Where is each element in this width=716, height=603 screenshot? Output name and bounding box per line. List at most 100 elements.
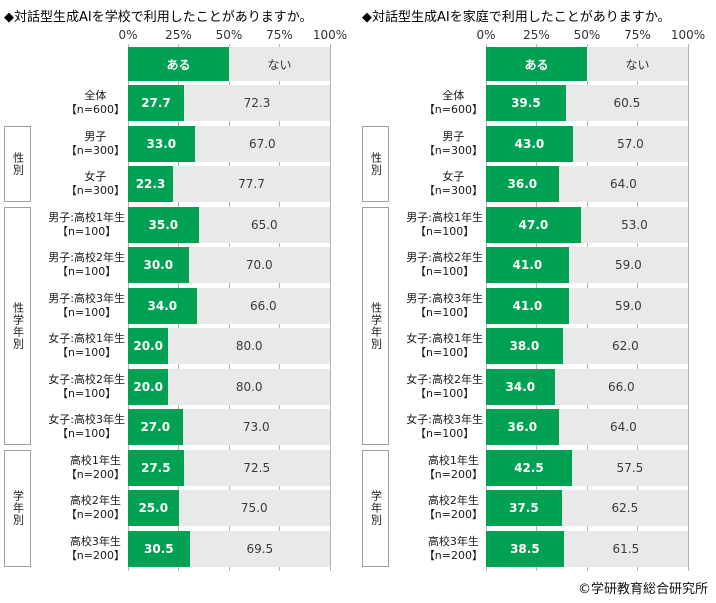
legend-bar: ある ない [128, 47, 330, 81]
bar-row: 42.5 57.5 [486, 449, 688, 486]
bar-row: 43.0 57.0 [486, 125, 688, 162]
bar-row: 36.0 64.0 [486, 166, 688, 202]
bar-segment-no: 65.0 [198, 206, 330, 243]
axis-tick-label: 100% [670, 28, 706, 42]
row-label-text: 男子 【n=300】 [65, 129, 125, 157]
bar-segment-no: 53.0 [580, 206, 688, 243]
bar-segment-no: 61.5 [563, 530, 688, 567]
row-label-text: 女子 【n=300】 [423, 170, 483, 197]
bar-row: 27.0 73.0 [128, 409, 330, 445]
bar-segment-no: 57.0 [572, 125, 688, 162]
row-label-text: 男子:高校1年生 【n=100】 [48, 210, 125, 238]
group-box-性別: 性別 [362, 125, 389, 202]
axis-tick-label: 75% [624, 28, 651, 42]
bar-segment-yes: 30.5 [128, 530, 190, 567]
group-label: 性学年別 [369, 301, 383, 350]
bar-row: 36.0 64.0 [486, 409, 688, 445]
gridline [687, 44, 689, 571]
axis-tick-label: 50% [215, 28, 243, 42]
group-label: 学年別 [11, 490, 25, 526]
bar-segment-yes: 25.0 [128, 490, 179, 526]
row-label-text: 高校2年生 【n=200】 [423, 494, 483, 521]
bar-segment-no: 77.7 [173, 166, 330, 202]
bar-row: 30.0 70.0 [128, 247, 330, 283]
bar-row: 37.5 62.5 [486, 490, 688, 526]
bar-segment-yes: 34.0 [128, 287, 197, 324]
bar-segment-yes: 38.5 [486, 530, 564, 567]
gridline [329, 44, 331, 571]
legend-item-yes: ある [128, 47, 229, 81]
group-label: 性別 [369, 151, 383, 176]
row-label-text: 女子:高校3年生 【n=100】 [48, 413, 125, 440]
bar-segment-yes: 41.0 [486, 247, 569, 283]
row-label: 全体 【n=600】 [66, 85, 125, 121]
row-label: 男子:高校2年生 【n=100】 [48, 247, 125, 283]
axis-tick-label: 50% [573, 28, 601, 42]
bar-segment-yes: 20.0 [128, 368, 169, 405]
bar-segment-no: 72.3 [183, 85, 330, 121]
row-label-text: 高校3年生 【n=200】 [423, 534, 483, 562]
row-label: 高校2年生 【n=200】 [66, 490, 125, 526]
bar-row: 35.0 65.0 [128, 206, 330, 243]
row-label: 高校1年生 【n=200】 [66, 450, 125, 486]
axis-tick-label: 75% [266, 28, 293, 42]
bar-row: 22.3 77.7 [128, 166, 330, 202]
bar-segment-yes: 27.0 [128, 409, 183, 445]
bar-row: 47.0 53.0 [486, 206, 688, 243]
row-label: 男子 【n=300】 [424, 126, 483, 162]
row-label-text: 高校1年生 【n=200】 [423, 453, 483, 481]
bar-row: 34.0 66.0 [128, 287, 330, 324]
bar-row: 38.5 61.5 [486, 530, 688, 567]
bar-row: 34.0 66.0 [486, 368, 688, 405]
row-label-text: 全体 【n=600】 [65, 89, 125, 116]
row-label-text: 男子:高校3年生 【n=100】 [48, 291, 125, 319]
row-label: 男子:高校1年生 【n=100】 [48, 207, 125, 243]
bar-segment-yes: 34.0 [486, 368, 555, 405]
row-label: 女子:高校2年生 【n=100】 [48, 369, 125, 405]
axis-tick-label: 25% [523, 28, 550, 42]
group-label: 性学年別 [11, 301, 25, 350]
bar-segment-no: 64.0 [558, 409, 688, 445]
chart-school-usage: ◆対話型生成AIを学校で利用したことがありますか。 0% 25% 50% 75% 100… [4, 10, 347, 571]
row-label: 高校1年生 【n=200】 [424, 450, 483, 486]
bar-segment-no: 75.0 [178, 490, 330, 526]
bar-row: 41.0 59.0 [486, 287, 688, 324]
chart-title: ◆対話型生成AIを学校で利用したことがありますか。 [4, 10, 313, 25]
bar-segment-yes: 47.0 [486, 206, 581, 243]
row-label-text: 全体 【n=600】 [423, 89, 483, 116]
bar-segment-no: 72.5 [183, 449, 330, 486]
row-label: 男子:高校3年生 【n=100】 [406, 288, 483, 324]
row-label-text: 男子 【n=300】 [423, 129, 483, 157]
bar-row: 33.0 67.0 [128, 125, 330, 162]
bar-segment-yes: 36.0 [486, 166, 559, 202]
row-label: 全体 【n=600】 [424, 85, 483, 121]
row-label: 男子 【n=300】 [66, 126, 125, 162]
row-label: 女子:高校1年生 【n=100】 [48, 328, 125, 364]
bar-row: 41.0 59.0 [486, 247, 688, 283]
bar-segment-no: 62.5 [561, 490, 688, 526]
bar-segment-yes: 38.0 [486, 328, 563, 364]
bar-segment-yes: 39.5 [486, 85, 566, 121]
bar-segment-no: 67.0 [194, 125, 330, 162]
bar-segment-yes: 37.5 [486, 490, 562, 526]
plot-area: ある ない 27.7 72.3 33.0 67.0 22.3 77.7 35.0 65.0 30.0… [127, 44, 331, 571]
bar-segment-no: 59.0 [568, 247, 688, 283]
bar-segment-yes: 30.0 [128, 247, 189, 283]
bar-segment-no: 69.5 [189, 530, 330, 567]
bar-row: 27.5 72.5 [128, 449, 330, 486]
bar-segment-yes: 41.0 [486, 287, 569, 324]
group-box-性学年別: 性学年別 [362, 206, 389, 445]
bar-segment-yes: 42.5 [486, 449, 572, 486]
bar-row: 39.5 60.5 [486, 85, 688, 121]
bar-row: 25.0 75.0 [128, 490, 330, 526]
bar-segment-yes: 36.0 [486, 409, 559, 445]
row-label-text: 高校1年生 【n=200】 [65, 453, 125, 481]
chart-title: ◆対話型生成AIを家庭で利用したことがありますか。 [362, 10, 671, 25]
bar-row: 30.5 69.5 [128, 530, 330, 567]
row-label: 高校3年生 【n=200】 [66, 531, 125, 567]
row-label-text: 高校2年生 【n=200】 [65, 494, 125, 521]
plot-area: ある ない 39.5 60.5 43.0 57.0 36.0 64.0 47.0 53.0 41.0… [485, 44, 689, 571]
legend-bar: ある ない [486, 47, 688, 81]
row-label: 高校2年生 【n=200】 [424, 490, 483, 526]
chart-home-usage: ◆対話型生成AIを家庭で利用したことがありますか。 0% 25% 50% 75% 100… [358, 0, 716, 603]
